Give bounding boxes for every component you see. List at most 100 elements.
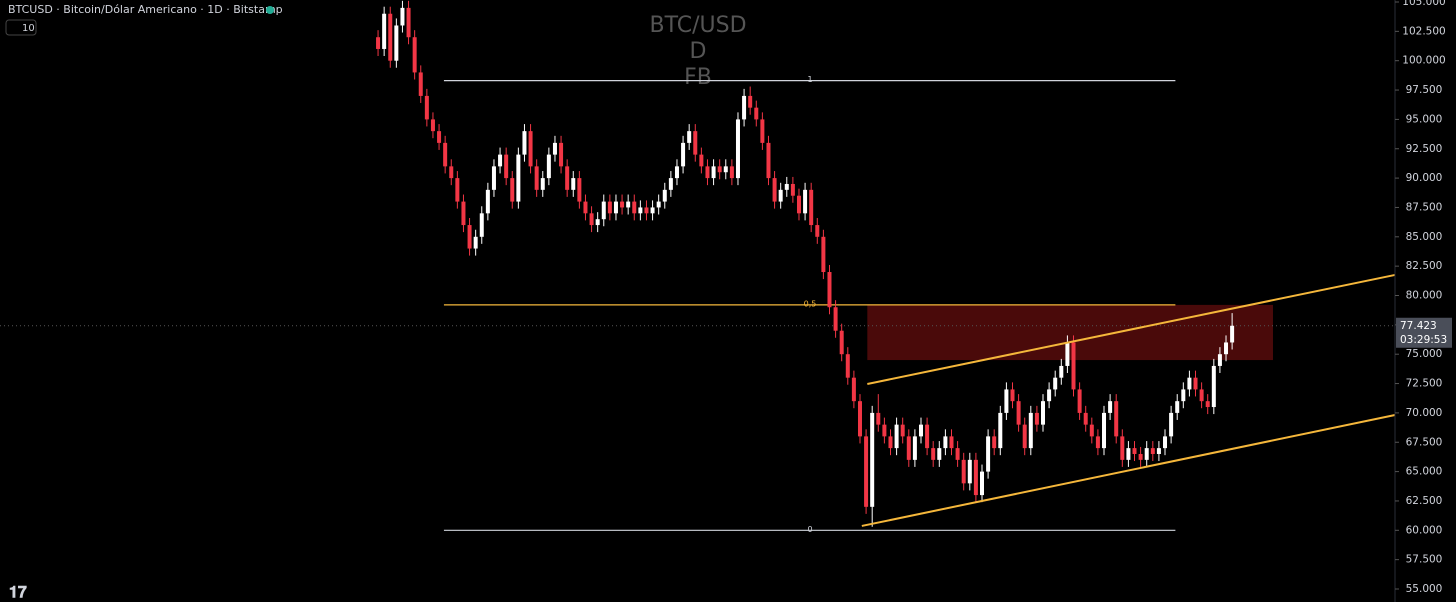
candle-body (400, 7, 405, 26)
candle-body (803, 189, 808, 214)
candle-body (833, 307, 838, 331)
candle-body (376, 37, 381, 49)
candle-body (992, 436, 997, 449)
candle-body (577, 178, 582, 202)
y-tick-label: 72.500 (1406, 378, 1443, 390)
candle-body (998, 412, 1003, 449)
candle-body (760, 119, 765, 143)
fib-label: 0,5 (804, 299, 817, 308)
channel-line (861, 414, 1396, 527)
candle-body (565, 166, 570, 190)
candle-body (705, 166, 710, 179)
candle-body (668, 178, 673, 190)
candle-body (620, 201, 625, 208)
candle-body (638, 207, 643, 214)
watermark: BTC/USD (649, 13, 746, 38)
indicator-box[interactable] (5, 19, 37, 36)
candle-body (772, 178, 777, 202)
candle-body (979, 471, 984, 496)
candle-body (986, 436, 991, 472)
candle-body (973, 459, 978, 496)
candle-body (1169, 412, 1174, 437)
axis-group: 105.000 102.500 100.000 97.500 95.000 92.500 9… (1395, 0, 1452, 595)
candle-body (1047, 389, 1052, 402)
indicator-value: 10 (22, 23, 35, 34)
candle-body (443, 142, 448, 167)
candle-body (461, 201, 466, 226)
y-tick-label: 95.000 (1406, 113, 1443, 125)
candle-body (1053, 377, 1058, 390)
candle-body (943, 436, 948, 449)
candle-body (1065, 342, 1070, 366)
candle-body (1138, 453, 1143, 460)
candle-body (1175, 401, 1180, 413)
channel-line (867, 273, 1396, 385)
y-tick-label: 105.000 (1402, 0, 1445, 8)
candle-body (949, 436, 954, 449)
candle-body (888, 436, 893, 449)
candle-body (1016, 401, 1021, 425)
candle-body (723, 166, 728, 173)
candle-body (388, 13, 393, 61)
candle-body (394, 25, 399, 61)
candle-body (626, 201, 631, 208)
candle-body (583, 201, 588, 214)
candle-body (1083, 412, 1088, 425)
candle-body (766, 142, 771, 179)
logo: 𝟏𝟕 (9, 583, 27, 602)
candle-body (601, 201, 606, 220)
candle-body (912, 436, 917, 460)
fib-label: 1 (807, 75, 812, 84)
candle-body (1156, 448, 1161, 454)
candle-body (961, 459, 966, 484)
candle-body (955, 448, 960, 460)
candle-body (552, 142, 557, 155)
candle-body (687, 131, 692, 143)
candle-body (607, 201, 612, 214)
candle-body (504, 154, 509, 179)
candle-body (778, 189, 783, 202)
candle-body (1217, 354, 1222, 366)
candle-body (937, 448, 942, 460)
candle-body (437, 131, 442, 143)
candle-body (1193, 377, 1198, 390)
candle-body (1144, 448, 1149, 460)
candle-body (876, 412, 881, 425)
candle-body (455, 178, 460, 202)
plot: 10,50 (0, 0, 1396, 534)
y-tick-label: 75.000 (1406, 348, 1443, 360)
candle-body (589, 213, 594, 226)
candle-body (540, 178, 545, 190)
candle-body (662, 189, 667, 202)
candle-body (1132, 448, 1137, 454)
candle-body (1059, 365, 1064, 378)
candle-body (559, 142, 564, 167)
y-tick-label: 60.000 (1406, 524, 1443, 536)
candle-body (681, 142, 686, 167)
candle-body (613, 201, 618, 214)
price-tag-label: 77.423 (1400, 320, 1437, 332)
y-tick-label: 97.500 (1406, 84, 1443, 96)
candle-body (815, 225, 820, 237)
candle-body (742, 95, 747, 120)
candle-body (748, 95, 753, 108)
candle-body (1102, 412, 1107, 449)
candle-body (906, 436, 911, 460)
candle-body (894, 424, 899, 449)
candle-body (430, 119, 435, 132)
candle-body (1034, 412, 1039, 425)
y-tick-label: 55.000 (1406, 583, 1443, 595)
candle-body (656, 201, 661, 208)
candle-body (632, 201, 637, 214)
candle-body (522, 131, 527, 155)
y-tick-label: 65.000 (1406, 466, 1443, 478)
y-tick-label: 85.000 (1406, 231, 1443, 243)
candle-body (900, 424, 905, 437)
candle-body (650, 207, 655, 214)
y-tick-label: 100.000 (1402, 55, 1445, 67)
candle-body (479, 213, 484, 237)
candle-body (809, 189, 814, 226)
candle-body (467, 225, 472, 249)
candle-body (1126, 448, 1131, 460)
